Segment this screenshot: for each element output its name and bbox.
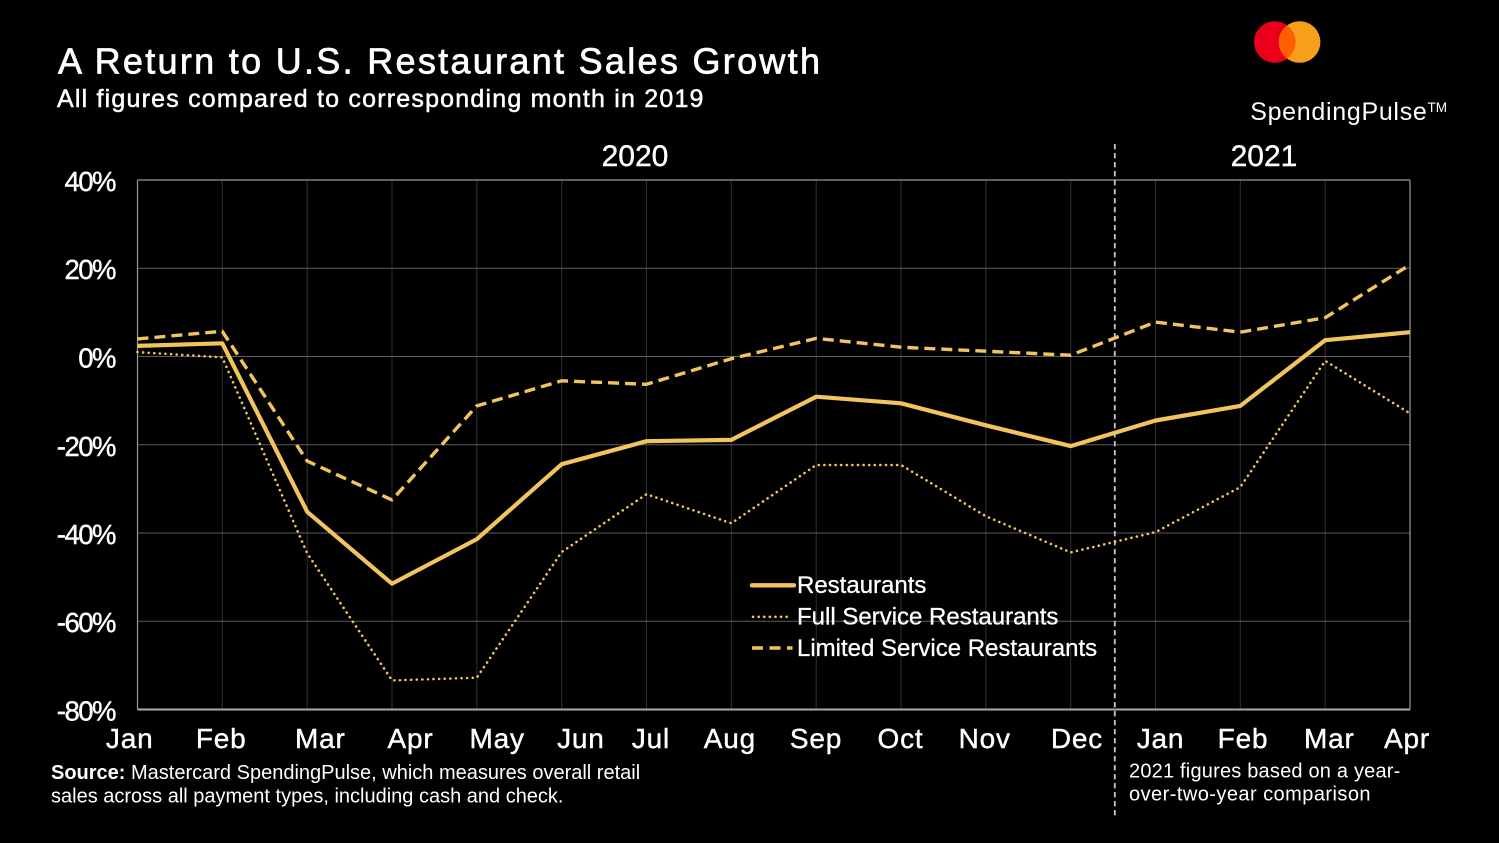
svg-text:over-two-year comparison: over-two-year comparison	[1129, 784, 1371, 806]
svg-text:Jun: Jun	[557, 723, 605, 754]
svg-text:Jul: Jul	[632, 723, 670, 754]
svg-text:Full Service Restaurants: Full Service Restaurants	[797, 604, 1058, 631]
svg-text:40%: 40%	[64, 166, 116, 197]
svg-text:Limited Service Restaurants: Limited Service Restaurants	[797, 635, 1097, 662]
svg-text:Aug: Aug	[704, 723, 756, 754]
svg-text:A Return to U.S. Restaurant Sa: A Return to U.S. Restaurant Sales Growth	[58, 41, 822, 82]
svg-text:sales across all payment types: sales across all payment types, includin…	[51, 786, 564, 808]
svg-text:-20%: -20%	[57, 431, 116, 462]
svg-text:-80%: -80%	[57, 696, 116, 727]
svg-text:-40%: -40%	[57, 519, 116, 550]
svg-text:2021 figures based on a year-: 2021 figures based on a year-	[1129, 761, 1401, 783]
svg-text:Nov: Nov	[959, 723, 1011, 754]
svg-text:0%: 0%	[78, 343, 116, 374]
svg-text:Apr: Apr	[388, 723, 434, 754]
svg-text:Apr: Apr	[1384, 723, 1430, 754]
svg-text:Sep: Sep	[790, 723, 842, 754]
svg-text:Feb: Feb	[1218, 723, 1269, 754]
svg-text:Mar: Mar	[295, 723, 346, 754]
svg-text:Source: Mastercard SpendingPul: Source: Mastercard SpendingPulse, which …	[51, 762, 640, 784]
svg-text:Oct: Oct	[878, 723, 924, 754]
svg-text:Dec: Dec	[1051, 723, 1103, 754]
svg-text:2020: 2020	[602, 140, 669, 173]
svg-text:Restaurants: Restaurants	[797, 572, 926, 599]
svg-text:All figures compared to corres: All figures compared to corresponding mo…	[57, 85, 705, 113]
svg-text:Feb: Feb	[196, 723, 247, 754]
svg-text:Jan: Jan	[1137, 723, 1185, 754]
svg-text:Mar: Mar	[1304, 723, 1355, 754]
svg-text:-60%: -60%	[57, 607, 116, 638]
svg-text:2021: 2021	[1231, 140, 1298, 173]
svg-text:May: May	[470, 723, 525, 754]
svg-text:Jan: Jan	[106, 723, 154, 754]
svg-text:20%: 20%	[64, 254, 116, 285]
svg-text:SpendingPulseTM: SpendingPulseTM	[1250, 98, 1447, 126]
